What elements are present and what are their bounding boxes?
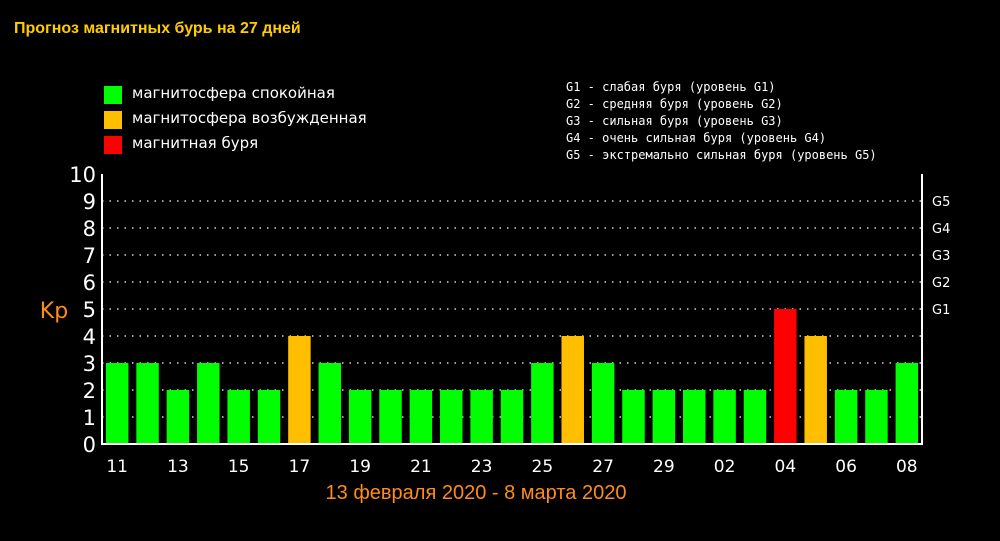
g-level-5: G5 - экстремально сильная буря (уровень … xyxy=(566,148,877,162)
bar-05 xyxy=(804,336,827,444)
bar-14 xyxy=(197,363,220,444)
bar-07 xyxy=(865,390,888,444)
x-tick-17: 17 xyxy=(289,457,311,477)
bar-28 xyxy=(622,390,645,444)
g-level-2: G2 - средняя буря (уровень G2) xyxy=(566,97,783,111)
y-tick-3: 3 xyxy=(83,352,96,376)
x-tick-02: 02 xyxy=(714,457,736,477)
legend-swatch-storm xyxy=(104,136,122,154)
legend-label-storm: магнитная буря xyxy=(132,134,259,152)
y-tick-6: 6 xyxy=(83,271,96,295)
bar-03 xyxy=(743,390,767,444)
g-tick-G5: G5 xyxy=(932,195,950,210)
bar-01 xyxy=(682,390,706,444)
x-tick-04: 04 xyxy=(775,457,797,477)
y-tick-9: 9 xyxy=(83,190,96,214)
g-tick-G2: G2 xyxy=(932,276,950,291)
bar-02 xyxy=(713,390,736,444)
date-range-label: 13 февраля 2020 - 8 марта 2020 xyxy=(325,482,627,504)
y-tick-1: 1 xyxy=(83,406,96,430)
x-tick-21: 21 xyxy=(410,457,432,477)
bar-15 xyxy=(227,390,250,444)
bar-24 xyxy=(500,390,524,444)
bar-18 xyxy=(318,363,342,444)
bar-06 xyxy=(834,390,858,444)
x-tick-15: 15 xyxy=(228,457,250,477)
g-level-3: G3 - сильная буря (уровень G3) xyxy=(566,114,783,128)
bar-25 xyxy=(531,363,554,444)
grid xyxy=(102,200,922,418)
bar-12 xyxy=(136,363,159,444)
y-axis-label: Kp xyxy=(40,299,68,324)
bar-29 xyxy=(652,390,676,444)
x-tick-11: 11 xyxy=(106,457,128,477)
g-tick-G4: G4 xyxy=(932,222,950,237)
y-tick-8: 8 xyxy=(83,217,96,241)
legend-swatch-active xyxy=(104,111,122,129)
x-tick-29: 29 xyxy=(653,457,675,477)
y-tick-7: 7 xyxy=(83,244,96,268)
bar-11 xyxy=(105,363,129,444)
g-level-4: G4 - очень сильная буря (уровень G4) xyxy=(566,131,827,145)
x-tick-08: 08 xyxy=(896,457,918,477)
bars xyxy=(105,309,919,444)
bar-08 xyxy=(895,363,919,444)
date-range: 13 февраля 2020 - 8 марта 2020 xyxy=(0,482,1000,505)
y-tick-4: 4 xyxy=(83,325,96,349)
bar-17 xyxy=(288,336,311,444)
axes xyxy=(101,174,923,445)
bar-27 xyxy=(591,363,615,444)
bar-13 xyxy=(166,390,190,444)
bar-16 xyxy=(257,390,281,444)
g-tick-G3: G3 xyxy=(932,249,950,264)
g-tick-G1: G1 xyxy=(932,303,950,318)
x-tick-13: 13 xyxy=(167,457,189,477)
bar-21 xyxy=(409,390,433,444)
g-level-1: G1 - слабая буря (уровень G1) xyxy=(566,80,776,94)
legend-label-quiet: магнитосфера спокойная xyxy=(132,84,335,102)
x-tick-23: 23 xyxy=(471,457,493,477)
x-tick-06: 06 xyxy=(835,457,857,477)
y-tick-labels: 0 1 2 3 4 5 6 7 8 9 10 xyxy=(69,163,96,457)
legend-swatch-quiet xyxy=(104,86,122,104)
y-tick-2: 2 xyxy=(83,379,96,403)
chart-title: Прогноз магнитных бурь на 27 дней xyxy=(14,20,301,37)
bar-04 xyxy=(774,309,797,444)
x-tick-19: 19 xyxy=(349,457,371,477)
x-tick-27: 27 xyxy=(592,457,614,477)
bar-19 xyxy=(348,390,372,444)
bar-22 xyxy=(440,390,463,444)
x-tick-labels: 11 13 15 17 19 21 23 25 27 29 02 04 06 08 xyxy=(106,457,917,477)
bar-20 xyxy=(379,390,402,444)
y-tick-0: 0 xyxy=(83,433,96,457)
y-tick-5: 5 xyxy=(83,298,96,322)
legend-label-active: магнитосфера возбужденная xyxy=(132,109,367,127)
bar-26 xyxy=(561,336,584,444)
x-tick-25: 25 xyxy=(532,457,554,477)
bar-23 xyxy=(470,390,493,444)
g-tick-labels: G1 G2 G3 G4 G5 xyxy=(932,195,950,318)
y-tick-10: 10 xyxy=(69,163,96,187)
